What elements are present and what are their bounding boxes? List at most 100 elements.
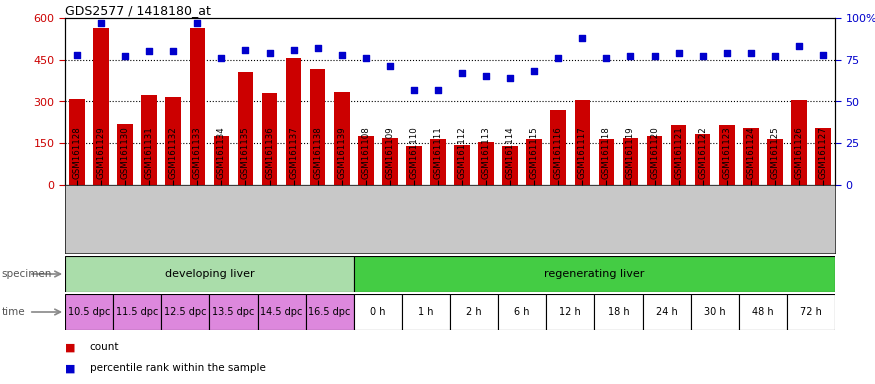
Point: [214, 55, 228, 61]
Bar: [354, 256, 835, 292]
Bar: [719, 125, 734, 185]
Text: GDS2577 / 1418180_at: GDS2577 / 1418180_at: [65, 4, 211, 17]
Bar: [738, 294, 787, 330]
Point: [576, 35, 590, 41]
Bar: [502, 146, 518, 185]
Point: [624, 53, 638, 60]
Text: 6 h: 6 h: [514, 307, 530, 317]
Point: [311, 45, 325, 51]
Text: ■: ■: [65, 363, 75, 373]
Point: [551, 55, 565, 61]
Bar: [190, 28, 205, 185]
Text: 30 h: 30 h: [704, 307, 725, 317]
Bar: [113, 294, 161, 330]
Bar: [647, 136, 662, 185]
Point: [455, 70, 469, 76]
Text: 48 h: 48 h: [752, 307, 774, 317]
Point: [239, 47, 253, 53]
Bar: [117, 124, 133, 185]
Bar: [575, 100, 590, 185]
Bar: [527, 139, 542, 185]
Bar: [161, 294, 209, 330]
Point: [191, 20, 205, 26]
Text: 1 h: 1 h: [418, 307, 434, 317]
Bar: [65, 256, 354, 292]
Text: developing liver: developing liver: [164, 269, 255, 279]
Bar: [209, 294, 257, 330]
Text: time: time: [2, 307, 25, 317]
Text: 16.5 dpc: 16.5 dpc: [309, 307, 351, 317]
Point: [431, 87, 445, 93]
Bar: [454, 145, 470, 185]
Bar: [791, 100, 807, 185]
Text: 13.5 dpc: 13.5 dpc: [213, 307, 255, 317]
Text: 12 h: 12 h: [559, 307, 581, 317]
Point: [143, 48, 157, 55]
Bar: [690, 294, 738, 330]
Point: [70, 52, 84, 58]
Point: [407, 87, 421, 93]
Point: [672, 50, 686, 56]
Point: [503, 75, 517, 81]
Bar: [550, 110, 566, 185]
Bar: [238, 72, 253, 185]
Point: [383, 63, 397, 70]
Bar: [262, 93, 277, 185]
Bar: [257, 294, 305, 330]
Bar: [69, 99, 85, 185]
Point: [528, 68, 542, 74]
Bar: [498, 294, 546, 330]
Text: 14.5 dpc: 14.5 dpc: [261, 307, 303, 317]
Bar: [358, 136, 374, 185]
Bar: [546, 294, 594, 330]
Bar: [743, 128, 759, 185]
Bar: [305, 294, 354, 330]
Text: regenerating liver: regenerating liver: [544, 269, 645, 279]
Bar: [165, 97, 181, 185]
Bar: [402, 294, 450, 330]
Text: 0 h: 0 h: [370, 307, 386, 317]
Bar: [594, 294, 642, 330]
Bar: [430, 139, 445, 185]
Bar: [214, 136, 229, 185]
Bar: [623, 138, 638, 185]
Text: 72 h: 72 h: [800, 307, 822, 317]
Bar: [695, 134, 710, 185]
Text: 10.5 dpc: 10.5 dpc: [68, 307, 110, 317]
Text: 18 h: 18 h: [607, 307, 629, 317]
Point: [287, 47, 301, 53]
Bar: [334, 92, 349, 185]
Text: percentile rank within the sample: percentile rank within the sample: [89, 363, 265, 373]
Bar: [310, 70, 326, 185]
Point: [262, 50, 276, 56]
Point: [335, 52, 349, 58]
Bar: [787, 294, 835, 330]
Bar: [354, 294, 402, 330]
Point: [792, 43, 806, 50]
Bar: [642, 294, 690, 330]
Point: [720, 50, 734, 56]
Point: [118, 53, 132, 60]
Bar: [816, 128, 830, 185]
Text: count: count: [89, 342, 119, 352]
Point: [768, 53, 782, 60]
Text: specimen: specimen: [2, 269, 52, 279]
Point: [166, 48, 180, 55]
Bar: [598, 139, 614, 185]
Bar: [142, 94, 157, 185]
Bar: [671, 125, 686, 185]
Point: [94, 20, 108, 26]
Point: [816, 52, 830, 58]
Point: [359, 55, 373, 61]
Bar: [65, 294, 113, 330]
Point: [696, 53, 710, 60]
Bar: [767, 139, 782, 185]
Text: 24 h: 24 h: [655, 307, 677, 317]
Point: [599, 55, 613, 61]
Bar: [406, 146, 422, 185]
Text: 12.5 dpc: 12.5 dpc: [164, 307, 206, 317]
Text: ■: ■: [65, 342, 75, 352]
Bar: [286, 58, 301, 185]
Point: [648, 53, 662, 60]
Point: [480, 73, 494, 79]
